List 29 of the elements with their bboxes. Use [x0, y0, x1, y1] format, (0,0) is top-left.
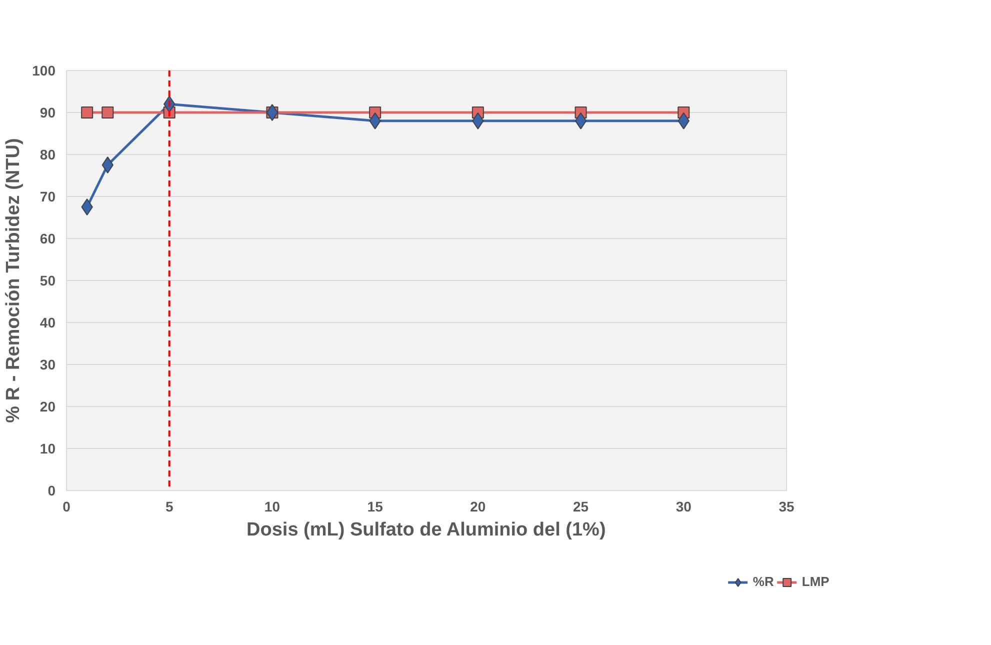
point — [102, 156, 114, 174]
y-axis-title: % R - Remoción Turbidez (NTU) — [3, 138, 24, 423]
y-tick-label: 100 — [32, 62, 56, 78]
x-tick-label: 25 — [573, 498, 589, 514]
y-tick-label: 30 — [40, 356, 56, 372]
x-tick-label: 10 — [264, 498, 280, 514]
x-tick-label: 20 — [470, 498, 486, 514]
x-tick-label: 0 — [62, 498, 71, 514]
y-tick-label: 10 — [40, 440, 56, 456]
x-axis-title: Dosis (mL) Sulfato de Aluminio del (1%) — [246, 520, 606, 540]
x-tick-label: 15 — [367, 498, 384, 514]
y-tick-label: 90 — [40, 104, 56, 120]
x-tick-label: 5 — [165, 498, 174, 514]
point — [574, 112, 587, 130]
point — [81, 106, 94, 118]
legend-label: LMP — [802, 574, 830, 589]
y-tick-label: 70 — [40, 188, 56, 204]
y-tick-label: 20 — [40, 398, 56, 414]
point — [102, 106, 114, 118]
y-tick-label: 40 — [40, 314, 56, 330]
y-tick-label: 0 — [48, 482, 56, 498]
legend-label: %R — [752, 574, 774, 589]
point — [81, 198, 93, 216]
point — [266, 104, 278, 121]
x-tick-label: 35 — [778, 498, 794, 514]
x-tick-label: 30 — [676, 498, 692, 514]
y-tick-label: 50 — [40, 272, 56, 288]
y-tick-label: 80 — [40, 146, 56, 162]
y-tick-label: 60 — [40, 230, 56, 246]
